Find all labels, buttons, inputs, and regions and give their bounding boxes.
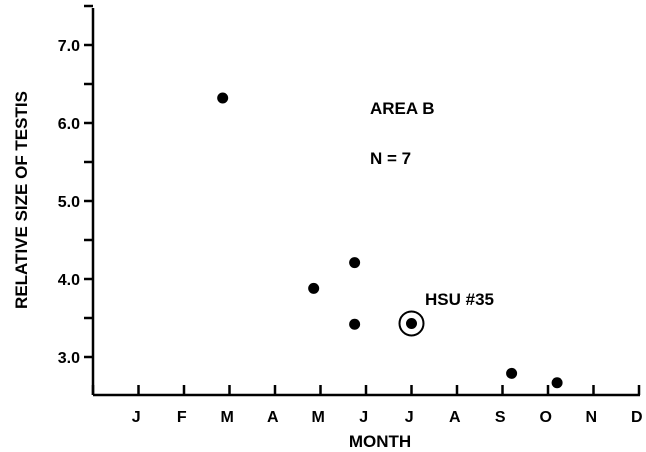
y-axis-label: RELATIVE SIZE OF TESTIS (12, 91, 31, 309)
x-tick-label: J (405, 409, 414, 426)
y-tick-label: 5.0 (58, 194, 80, 211)
data-point (349, 257, 361, 269)
x-tick-label: M (221, 409, 234, 426)
x-tick-label: N (585, 409, 597, 426)
x-axis-label: MONTH (349, 432, 411, 451)
data-point (217, 92, 229, 104)
y-tick-label: 3.0 (58, 350, 80, 367)
data-point (551, 377, 563, 389)
hsu-annotation: HSU #35 (425, 290, 494, 309)
y-ticks: 3.0 4.0 5.0 6.0 7.0 (58, 4, 93, 367)
highlighted-data-point (406, 317, 417, 329)
area-annotation: AREA B (370, 99, 435, 118)
y-tick-label: 4.0 (58, 272, 80, 289)
y-axis: 3.0 4.0 5.0 6.0 7.0 (58, 4, 95, 395)
x-tick-label: F (177, 409, 187, 426)
y-tick-label: 7.0 (58, 38, 80, 55)
x-tick-label: O (539, 409, 551, 426)
x-tick-label: J (359, 409, 368, 426)
n-annotation: N = 7 (370, 149, 411, 168)
data-point (349, 318, 361, 330)
x-tick-label: M (312, 409, 325, 426)
y-tick-label: 6.0 (58, 116, 80, 133)
x-tick-label: J (132, 409, 141, 426)
x-tick-label: D (631, 409, 643, 426)
data-point (308, 282, 320, 294)
x-tick-label: S (495, 409, 506, 426)
data-points (217, 92, 563, 389)
data-point (506, 367, 518, 379)
highlight-ring (398, 310, 425, 337)
x-tick-label: A (449, 409, 461, 426)
x-tick-label: A (267, 409, 279, 426)
